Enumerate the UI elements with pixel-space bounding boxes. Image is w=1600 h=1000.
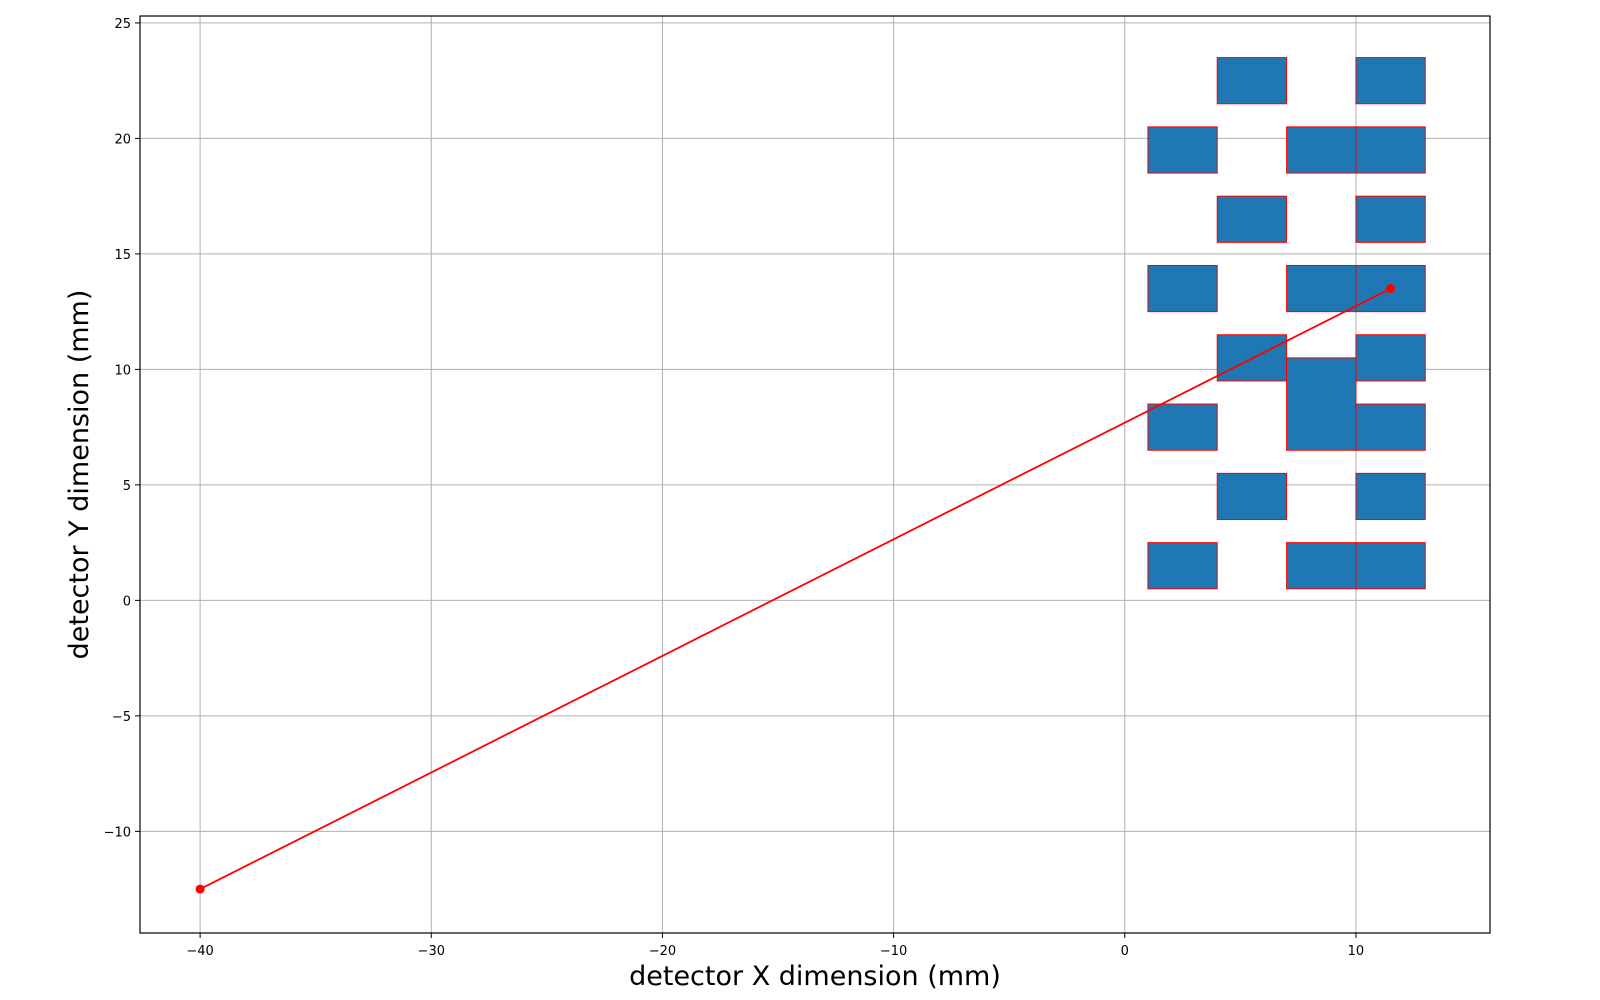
detector-rectangle (1355, 472, 1426, 521)
y-tick-label: −10 (104, 825, 131, 840)
detector-rectangle (1355, 195, 1426, 243)
detector-rectangles (1147, 57, 1426, 590)
detector-rectangle (1216, 472, 1288, 521)
y-tick-label: 15 (114, 248, 131, 263)
detector-rectangle (1355, 57, 1426, 105)
y-axis-label: detector Y dimension (mm) (64, 290, 95, 660)
detector-rectangle (1147, 542, 1218, 590)
detector-rectangle (1216, 195, 1288, 243)
x-tick-label: −20 (649, 944, 676, 959)
x-tick-label: 10 (1348, 944, 1365, 959)
track-line-layer (195, 284, 1396, 894)
detector-rectangle (1286, 264, 1357, 313)
detector-rectangle (1355, 334, 1426, 382)
detector-rectangle (1147, 403, 1218, 451)
y-tick-label: 5 (123, 479, 131, 494)
detector-rectangle (1147, 264, 1218, 313)
detector-rectangle (1286, 126, 1357, 174)
detector-rectangle (1286, 542, 1357, 590)
plot-frame (139, 15, 1491, 934)
tick-layer: −40 −30 −20 −10 0 10 −10 −5 0 5 10 15 20 25 (104, 17, 1365, 959)
y-tick-label: −5 (112, 710, 131, 725)
detector-rectangle (1355, 403, 1426, 451)
detector-rectangle (1355, 542, 1426, 590)
y-tick-label: 10 (114, 363, 131, 378)
y-tick-label: 0 (123, 594, 131, 609)
y-tick-label: 25 (114, 17, 131, 32)
track-point (1386, 284, 1396, 294)
x-tick-label: −30 (418, 944, 445, 959)
track-point (195, 884, 205, 894)
track-line (199, 287, 1392, 890)
detector-rectangle (1216, 57, 1288, 105)
x-tick-label: 0 (1121, 944, 1129, 959)
x-tick-label: −40 (186, 944, 213, 959)
detector-rectangle (1355, 126, 1426, 174)
detector-rectangle (1286, 357, 1357, 451)
x-tick-label: −10 (880, 944, 907, 959)
x-axis-label: detector X dimension (mm) (629, 961, 1001, 992)
detector-rectangle (1147, 126, 1218, 174)
y-tick-label: 20 (114, 132, 131, 147)
